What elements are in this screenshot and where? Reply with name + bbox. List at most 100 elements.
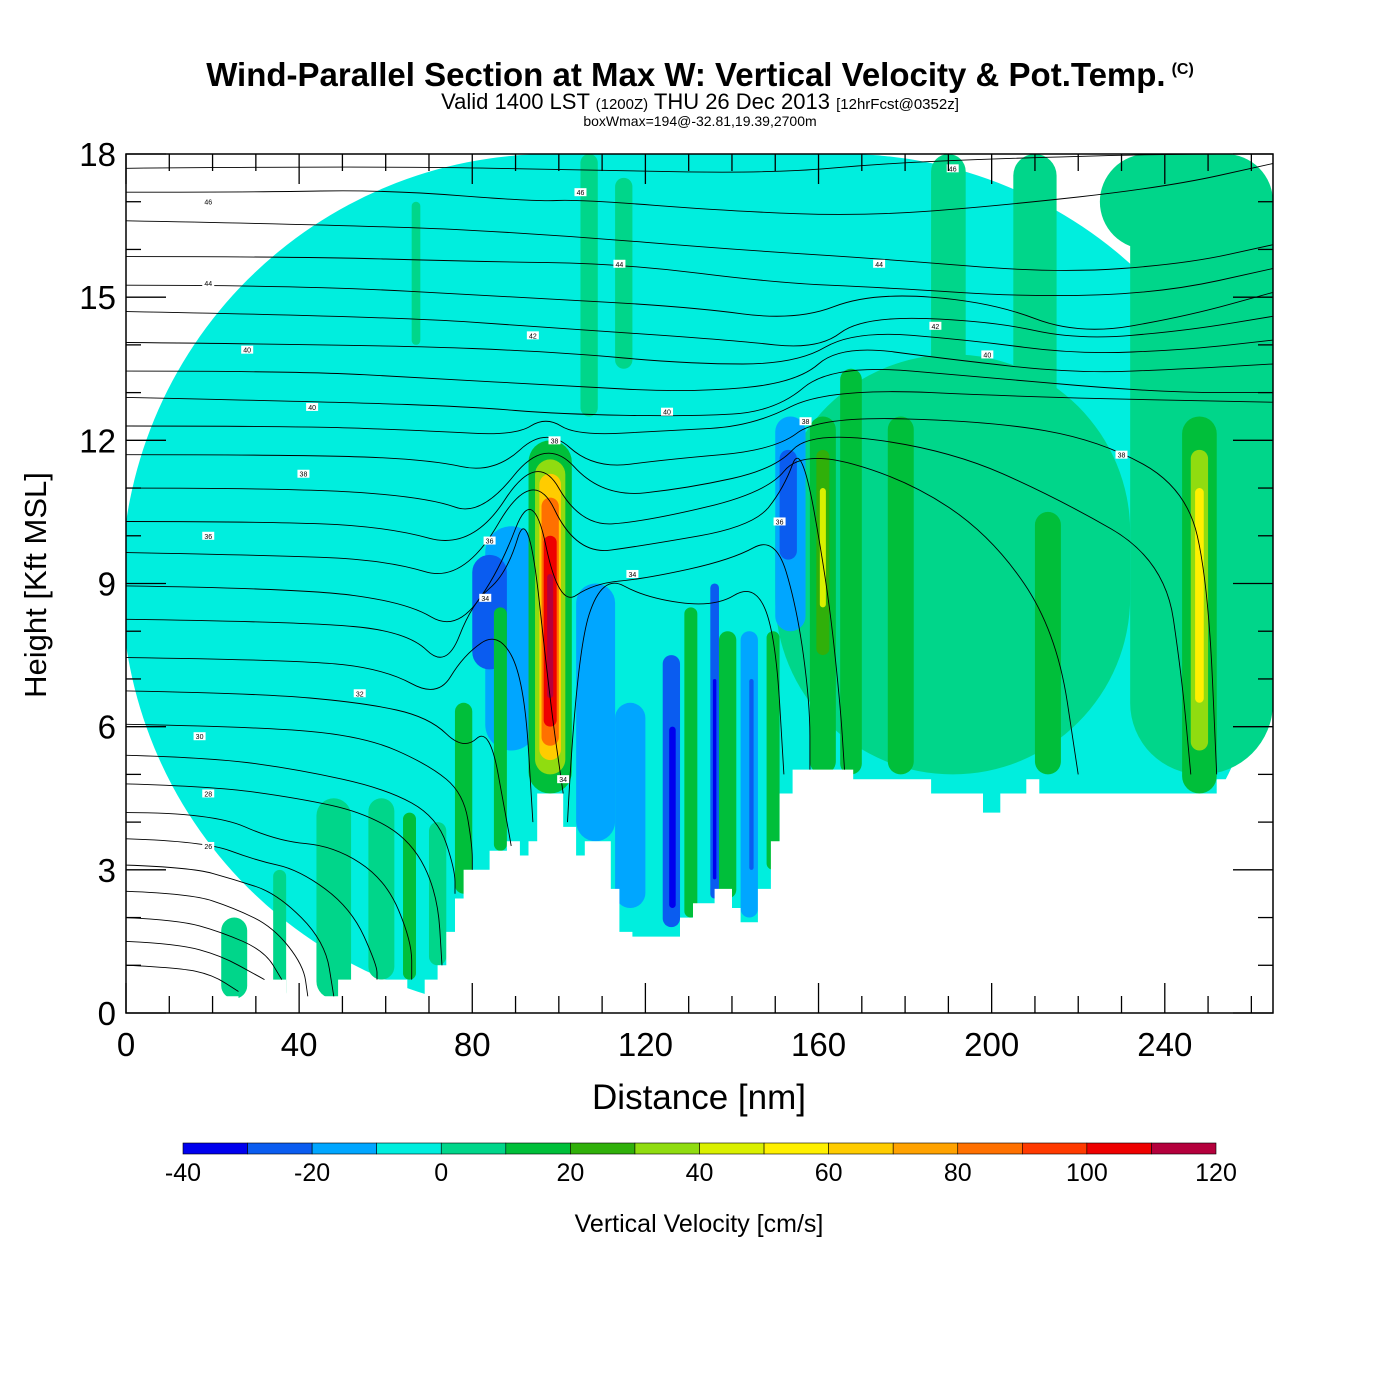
isentrope-line xyxy=(126,528,564,794)
velocity-cell xyxy=(669,726,676,909)
contour-label-bg xyxy=(873,259,886,268)
isentrope-line xyxy=(126,964,239,992)
colorbar-tick-label: 20 xyxy=(556,1159,584,1187)
isentrope-line xyxy=(126,418,1218,775)
x-tick-label: 80 xyxy=(454,1026,491,1063)
y-tick-label: 3 xyxy=(98,852,116,889)
colorbar-swatch xyxy=(311,1142,377,1155)
velocity-cell xyxy=(316,798,352,999)
y-tick-label: 6 xyxy=(98,709,116,746)
velocity-cell xyxy=(766,631,780,870)
contour-label-bg xyxy=(353,689,366,698)
isentrope-line xyxy=(126,509,811,770)
contour-label-bg xyxy=(661,407,674,416)
colorbar-tick-label: 60 xyxy=(815,1159,843,1187)
contour-label-bg xyxy=(799,417,812,426)
x-tick-label: 0 xyxy=(117,1026,135,1063)
velocity-cell xyxy=(428,822,447,966)
contour-label-bg xyxy=(297,469,310,478)
contour-label-bg xyxy=(479,593,492,602)
chart-title: Wind-Parallel Section at Max W: Vertical… xyxy=(0,52,1400,93)
contour-label: 40 xyxy=(243,348,251,355)
contour-label-bg xyxy=(483,536,496,545)
isentrope-line xyxy=(126,723,473,870)
isentrope-line xyxy=(126,369,1273,417)
isentrope-line xyxy=(126,917,283,980)
colorbar-tick-label: 40 xyxy=(686,1159,714,1187)
colorbar-tick-label: -20 xyxy=(294,1159,330,1187)
colorbar-swatch xyxy=(182,1142,248,1155)
contour-label-bg xyxy=(1115,450,1128,459)
colorbar-swatch xyxy=(440,1142,507,1155)
velocity-cell xyxy=(1034,511,1061,775)
contour-label-bg xyxy=(202,841,215,850)
contour-label: 30 xyxy=(196,734,204,741)
colorbar-swatch xyxy=(570,1142,636,1155)
colorbar-swatch xyxy=(376,1142,442,1155)
isentrope-line xyxy=(126,349,1273,391)
y-tick-label: 15 xyxy=(79,279,116,316)
forecast-info: [12hrFcst@0352z] xyxy=(836,96,959,113)
isentrope-line xyxy=(126,256,1273,297)
velocity-cell xyxy=(1195,488,1204,703)
contour-label-bg xyxy=(241,345,254,354)
isentrope-line xyxy=(126,311,1273,347)
colorbar-swatch xyxy=(892,1142,959,1155)
velocity-cell xyxy=(1164,154,1273,322)
contour-label-bg xyxy=(929,321,942,330)
colorbar-label: Vertical Velocity [cm/s] xyxy=(575,1210,824,1238)
isentrope-line xyxy=(126,436,1192,775)
colorbar-swatch xyxy=(505,1142,571,1155)
velocity-cell xyxy=(615,177,633,369)
contour-label: 40 xyxy=(308,405,316,412)
contour-label: 46 xyxy=(949,166,957,173)
isentrope-line xyxy=(126,333,1273,365)
valid-time-line: Valid 1400 LST (1200Z) THU 26 Dec 2013 [… xyxy=(0,91,1400,116)
contour-label: 38 xyxy=(1118,453,1126,460)
contour-label-bg xyxy=(981,350,994,359)
velocity-cell xyxy=(576,583,616,842)
isentrope-line xyxy=(126,163,1273,215)
isentrope-line xyxy=(126,783,443,966)
x-tick-label: 160 xyxy=(791,1026,846,1063)
contour-label-bg xyxy=(526,331,539,340)
velocity-cell xyxy=(368,798,395,980)
colorbar-tick-label: 80 xyxy=(944,1159,972,1187)
x-tick-label: 40 xyxy=(281,1026,318,1063)
contour-label: 36 xyxy=(204,534,212,541)
copyright-mark: (C) xyxy=(1171,61,1194,78)
velocity-cell xyxy=(712,678,717,880)
terrain-mask xyxy=(126,769,1273,1013)
velocity-cell xyxy=(931,154,966,393)
contour-label: 44 xyxy=(204,281,212,288)
isentrope-line xyxy=(126,638,534,823)
contour-label: 46 xyxy=(204,200,212,207)
box-wmax-info: boxWmax=194@-32.81,19.39,2700m xyxy=(583,113,817,129)
contour-label-bg xyxy=(557,775,570,784)
contour-label: 32 xyxy=(356,691,364,698)
colorbar-swatch xyxy=(1086,1142,1152,1155)
contour-label-bg xyxy=(202,278,215,287)
velocity-cell xyxy=(718,631,737,899)
y-tick-label: 12 xyxy=(79,422,116,459)
colorbar-swatch xyxy=(699,1142,765,1155)
colorbar-swatch xyxy=(1151,1142,1217,1155)
isentrope-line xyxy=(126,284,1273,330)
contour-label-bg xyxy=(306,402,319,411)
velocity-cell xyxy=(684,607,698,918)
x-tick-label: 200 xyxy=(964,1026,1019,1063)
contour-label: 38 xyxy=(300,472,308,479)
contour-label: 26 xyxy=(204,844,212,851)
x-tick-label: 240 xyxy=(1137,1026,1192,1063)
contour-label-bg xyxy=(548,436,561,445)
contour-label: 38 xyxy=(551,438,559,445)
isentrope-line xyxy=(126,812,413,980)
colorbar-swatch xyxy=(247,1142,313,1155)
contour-label: 42 xyxy=(529,333,537,340)
colorbar-swatch xyxy=(634,1142,700,1155)
colorbar-swatch xyxy=(828,1142,894,1155)
isentrope-line xyxy=(126,458,845,770)
contour-label-bg xyxy=(202,789,215,798)
colorbar-tick-label: -40 xyxy=(165,1159,201,1187)
